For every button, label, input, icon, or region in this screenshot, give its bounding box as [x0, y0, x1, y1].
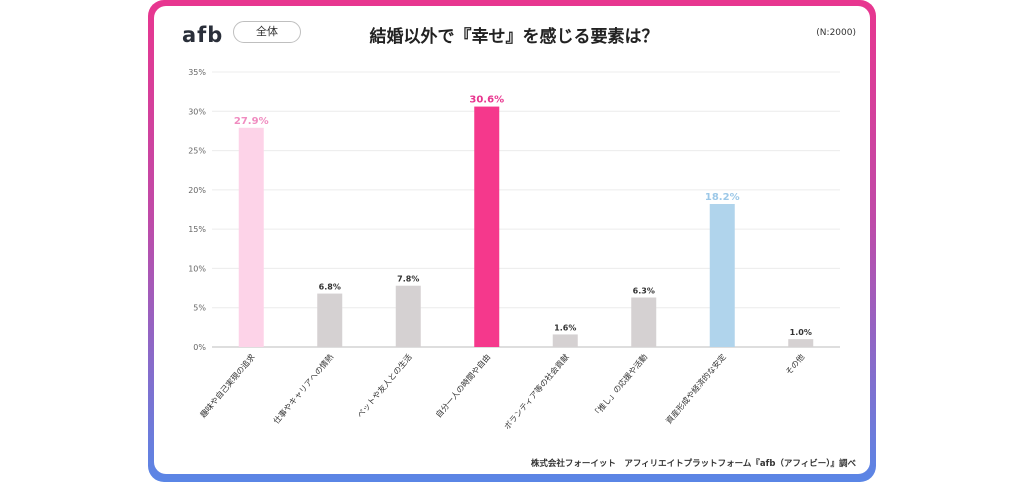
data-label: 6.8% — [319, 283, 341, 292]
x-tick-label: その他 — [783, 352, 806, 377]
bar-chart: 0% 5% 10% 15% 20% 25% 30% 35% 27.9% 趣味や自己実現の追求 6.8… — [188, 68, 840, 432]
data-label: 6.3% — [633, 287, 655, 296]
bar — [709, 204, 735, 347]
x-tick-label: 「推し」の応援や活動 — [590, 352, 649, 420]
data-label: 7.8% — [397, 275, 419, 284]
y-tick-label: 0% — [193, 343, 206, 352]
afb-logo: afb — [182, 23, 224, 47]
data-label: 27.9% — [234, 116, 269, 127]
x-tick-label: 趣味や自己実現の追求 — [198, 352, 257, 420]
filter-pill[interactable]: 全体 — [233, 21, 301, 43]
data-label: 30.6% — [469, 95, 504, 106]
y-tick-label: 25% — [188, 147, 206, 156]
bar — [631, 297, 657, 347]
x-tick-label: ペットや友人との生活 — [355, 352, 414, 420]
data-label: 1.0% — [790, 328, 812, 337]
y-tick-label: 15% — [188, 225, 206, 234]
chart-title: 結婚以外で『幸せ』を感じる要素は？ — [369, 27, 659, 47]
chart-frame: afb 全体 結婚以外で『幸せ』を感じる要素は？ (N:2000) 0% 5% 10… — [148, 0, 876, 482]
bar — [788, 339, 814, 347]
y-tick-label: 10% — [188, 264, 206, 273]
x-tick-label: 仕事やキャリアへの情熱 — [271, 352, 335, 426]
bar — [552, 334, 578, 347]
y-tick-label: 5% — [193, 304, 206, 313]
bar — [395, 285, 421, 347]
y-tick-label: 20% — [188, 186, 206, 195]
chart-card: afb 全体 結婚以外で『幸せ』を感じる要素は？ (N:2000) 0% 5% 10… — [154, 6, 870, 474]
data-label: 1.6% — [554, 323, 576, 332]
x-tick-label: 自分一人の時間や自由 — [433, 352, 492, 420]
bar — [474, 106, 500, 347]
y-tick-label: 35% — [188, 68, 206, 77]
sample-size: (N:2000) — [816, 28, 856, 38]
bar — [317, 293, 343, 347]
y-tick-label: 30% — [188, 107, 206, 116]
bar — [238, 127, 264, 348]
source-note: 株式会社フォーイット アフィリエイトプラットフォーム『afb（アフィビー）』調べ — [530, 459, 856, 469]
data-label: 18.2% — [705, 192, 740, 203]
x-tick-label: ボランティア等の社会貢献 — [502, 352, 571, 432]
x-tick-label: 資産形成や経済的な安定 — [664, 352, 728, 426]
